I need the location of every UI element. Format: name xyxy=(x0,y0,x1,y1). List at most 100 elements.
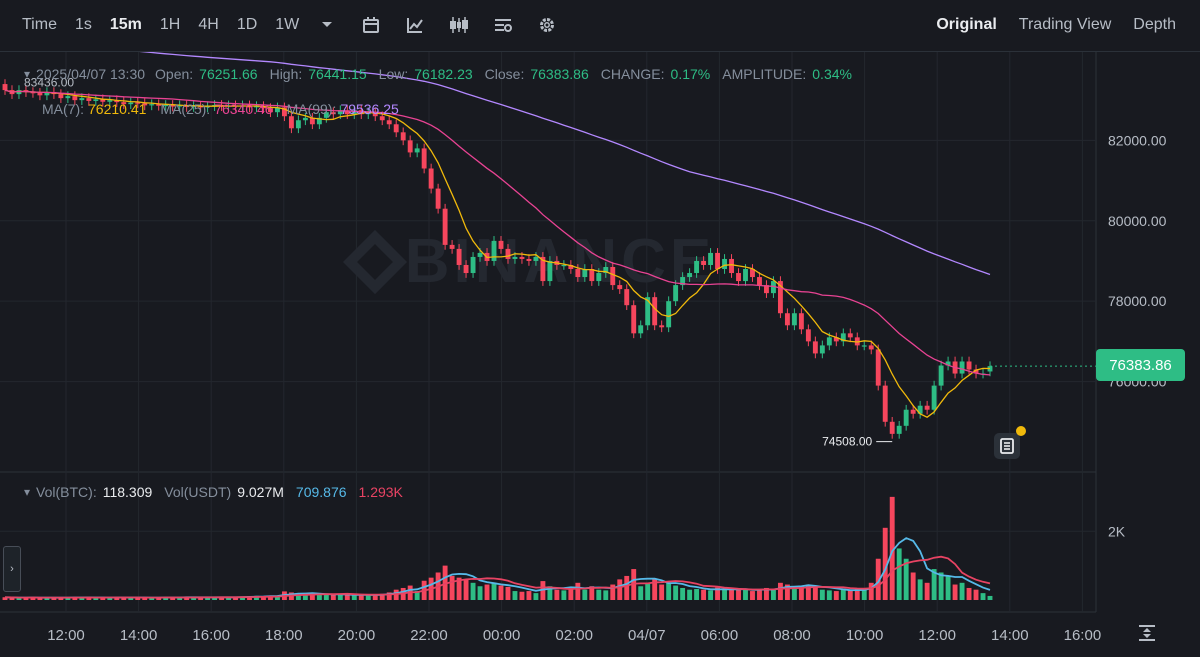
view-original[interactable]: Original xyxy=(936,16,997,33)
chevron-collapse-icon[interactable]: ▾ xyxy=(24,67,31,81)
candles-icon[interactable] xyxy=(449,15,469,35)
volume-bar xyxy=(519,591,525,600)
candle-body xyxy=(400,132,406,141)
volume-bar xyxy=(86,597,92,600)
price-chart[interactable]: BINANCE 82000.0080000.0078000.0076000.00… xyxy=(0,52,1200,657)
volume-bar xyxy=(533,593,539,600)
watermark-diamond xyxy=(342,229,408,295)
candle-body xyxy=(659,325,665,328)
volume-bar xyxy=(316,593,322,600)
ma7-value: 76210.41 xyxy=(88,101,147,117)
candle-body xyxy=(910,409,916,414)
interval-15m[interactable]: 15m xyxy=(109,16,142,33)
candle-body xyxy=(847,333,853,338)
volume-bar xyxy=(233,597,238,600)
candle-body xyxy=(666,301,672,328)
fit-expand-icon[interactable] xyxy=(1136,622,1158,644)
candle-body xyxy=(163,104,169,107)
view-depth[interactable]: Depth xyxy=(1133,16,1176,33)
indicators-icon[interactable] xyxy=(361,15,381,35)
orders-icon[interactable] xyxy=(994,433,1020,459)
volume-bar xyxy=(449,575,455,600)
time-tick-label: 12:00 xyxy=(918,627,956,644)
volume-bar xyxy=(51,597,57,600)
volume-bar xyxy=(337,594,343,600)
volume-bar xyxy=(184,597,190,600)
view-switcher: Original Trading View Depth xyxy=(914,0,1176,50)
ma99-label: MA(99): xyxy=(286,101,337,117)
interval-4h[interactable]: 4H xyxy=(198,16,219,33)
candle-body xyxy=(30,92,36,94)
volume-bar xyxy=(973,589,979,600)
volume-bar xyxy=(729,589,734,600)
candle-body xyxy=(100,99,106,102)
candle-body xyxy=(798,313,804,330)
watermark-logo: BINANCE xyxy=(342,227,711,296)
view-trading-view[interactable]: Trading View xyxy=(1018,16,1112,33)
volume-bar xyxy=(666,582,672,600)
ma99-line xyxy=(139,52,991,276)
candle-body xyxy=(254,106,259,108)
candle-body xyxy=(736,273,741,282)
volume-bar xyxy=(30,597,36,600)
candle-body xyxy=(652,297,658,326)
interval-1w[interactable]: 1W xyxy=(275,16,300,33)
price-tick-label: 80000.00 xyxy=(1108,213,1167,229)
draw-icon[interactable] xyxy=(405,15,425,35)
amplitude-value: 0.34% xyxy=(812,66,852,82)
volume-bar xyxy=(358,594,364,600)
settings-sliders-icon[interactable] xyxy=(493,15,513,35)
candle-body xyxy=(407,140,413,153)
volume-bar xyxy=(505,586,511,600)
candle-body xyxy=(568,264,574,270)
candle-body xyxy=(386,120,392,125)
volume-bar xyxy=(931,569,937,600)
candle-body xyxy=(156,104,162,106)
candle-body xyxy=(875,349,881,386)
candle-body xyxy=(79,98,85,101)
candle-body xyxy=(135,102,141,104)
volume-bar xyxy=(708,590,714,600)
ma99-value: 79536.25 xyxy=(340,101,399,117)
volume-bar xyxy=(121,597,127,600)
candle-body xyxy=(2,84,8,91)
interval-1s[interactable]: 1s xyxy=(74,16,92,33)
time-label[interactable]: Time xyxy=(22,16,57,33)
volume-bar xyxy=(58,597,64,600)
candle-body xyxy=(715,252,720,270)
chevron-collapse-vol-icon[interactable]: ▾ xyxy=(24,485,31,499)
candle-body xyxy=(295,120,301,129)
volume-bar xyxy=(526,591,532,600)
volume-bar xyxy=(945,575,951,600)
volume-bar xyxy=(344,594,350,600)
volume-bar xyxy=(582,589,588,600)
volume-bar xyxy=(93,597,99,600)
volume-bar xyxy=(770,589,776,600)
volume-bar xyxy=(456,577,462,600)
interval-1d[interactable]: 1D xyxy=(236,16,258,33)
candle-body xyxy=(603,267,609,274)
gear-icon[interactable] xyxy=(537,15,557,35)
candle-body xyxy=(631,305,637,334)
time-tick-label: 16:00 xyxy=(1064,627,1102,644)
candle-body xyxy=(547,260,553,282)
volume-bar xyxy=(603,590,609,600)
close-value: 76383.86 xyxy=(530,66,589,82)
interval-1h[interactable]: 1H xyxy=(159,16,181,33)
expand-sidebar-button[interactable]: › xyxy=(3,546,21,592)
candle-body xyxy=(687,273,693,278)
candle-body xyxy=(805,329,811,342)
volume-bar xyxy=(302,594,308,600)
candle-body xyxy=(966,361,972,370)
volume-bar xyxy=(16,597,22,600)
volume-bar xyxy=(261,596,266,600)
volume-bar xyxy=(701,589,707,600)
candle-body xyxy=(261,106,266,109)
ma-lines xyxy=(4,52,991,599)
volume-bar xyxy=(170,597,176,600)
chevron-down-icon[interactable] xyxy=(317,15,337,35)
volume-bar xyxy=(659,584,665,600)
volume-bar xyxy=(142,597,148,600)
candle-body xyxy=(575,269,581,278)
candle-body xyxy=(959,361,965,374)
